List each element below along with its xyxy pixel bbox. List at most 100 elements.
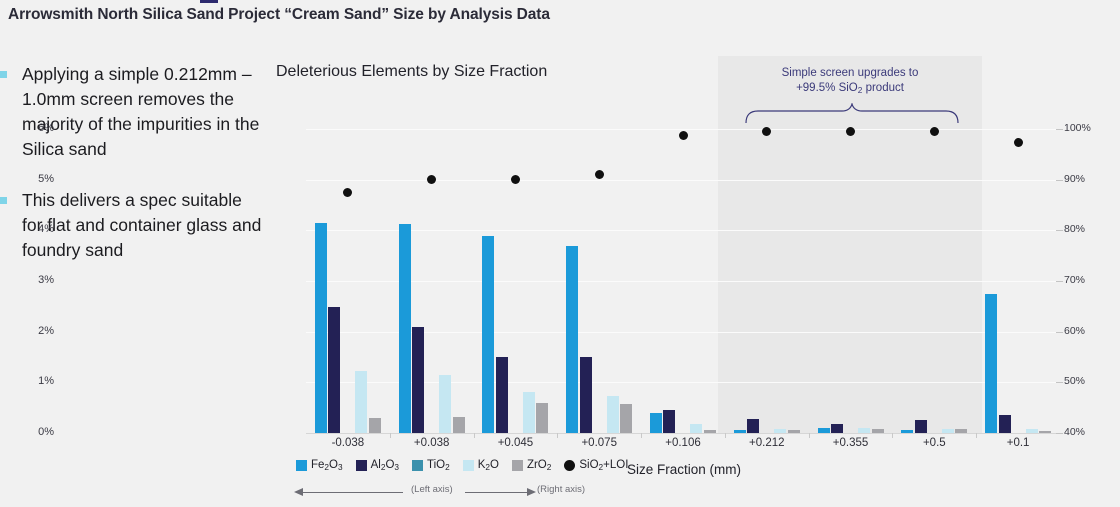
list-item: This delivers a spec suitable for flat a… [0, 188, 262, 263]
legend-item[interactable]: K2O [462, 459, 499, 472]
scatter-point-sio2-loi [510, 175, 520, 185]
y-axis-right-tick-mark [1056, 129, 1063, 130]
bar-ZrO2 [955, 429, 968, 433]
legend-item-label: SiO2+LOI [579, 459, 629, 472]
y-axis-left-tick: 1% [38, 375, 54, 388]
bar-K2O [522, 392, 535, 433]
right-arrow-head-icon [527, 488, 536, 496]
bar-Fe2O3 [901, 430, 914, 433]
chart-title: Deleterious Elements by Size Fraction [276, 63, 548, 80]
brace-icon [745, 103, 959, 124]
scatter-point-sio2-loi [929, 126, 939, 136]
x-axis-tick-label: +0.355 [832, 437, 869, 449]
gridline [306, 230, 1060, 232]
y-axis-right-tick: 50% [1064, 375, 1086, 388]
bar-K2O [355, 371, 368, 433]
chart-shaded-region [718, 56, 982, 433]
legend-item[interactable]: Al2O3 [355, 459, 399, 472]
left-axis-arrow-line [303, 492, 403, 493]
gridline [306, 281, 1060, 282]
bullet-list: Applying a simple 0.212mm – 1.0mm screen… [0, 62, 262, 289]
bar-ZrO2 [368, 417, 381, 433]
legend-item-label: TiO2 [427, 459, 450, 472]
bar-K2O [941, 429, 954, 433]
x-axis-tick-label: +0.106 [665, 437, 701, 449]
legend-swatch-icon [511, 459, 523, 471]
bar-Al2O3 [914, 420, 927, 433]
bar-Fe2O3 [733, 429, 746, 433]
x-axis-separator [473, 433, 475, 438]
x-axis-line [306, 433, 1060, 434]
y-axis-right-tick-mark [1056, 433, 1063, 434]
bar-group [390, 129, 474, 433]
legend-swatch-icon [564, 459, 576, 471]
right-axis-note: (Right axis) [537, 484, 586, 495]
legend-swatch-icon [412, 459, 423, 471]
x-axis-tick-label: +0.5 [922, 437, 946, 449]
y-axis-right-tick: 80% [1064, 223, 1086, 236]
legend-item[interactable]: Fe2O3 [296, 459, 343, 472]
bar-Fe2O3 [314, 222, 327, 433]
scatter-point-sio2-loi [1013, 138, 1023, 148]
y-axis-left-tick: 2% [38, 324, 54, 337]
chart-legend: Fe2O3 Al2O3 TiO2 K2O ZrO2 SiO2+LOI [296, 459, 628, 472]
callout-annotation: Simple screen upgrades to +99.5% SiO2 pr… [720, 66, 980, 98]
bar-group [474, 129, 558, 433]
bar-Al2O3 [495, 357, 508, 433]
y-axis-right-tick-mark [1056, 382, 1063, 384]
x-axis-separator [808, 433, 810, 438]
bar-group [641, 129, 725, 433]
legend-item-label: Al2O3 [370, 459, 399, 472]
x-axis-tick-label: +0.038 [413, 437, 450, 449]
bar-K2O [1025, 429, 1038, 433]
scatter-point-sio2-loi [762, 126, 772, 136]
legend-item[interactable]: TiO2 [412, 459, 450, 472]
y-axis-left-tick: 5% [38, 172, 54, 185]
y-axis-right-tick: 70% [1064, 274, 1086, 286]
bar-Fe2O3 [817, 427, 830, 433]
bar-group [892, 129, 976, 433]
right-axis-arrow-line [465, 492, 527, 493]
bar-group [725, 129, 809, 433]
bar-Al2O3 [663, 409, 676, 433]
scatter-point-sio2-loi [427, 175, 437, 185]
bar-group [809, 129, 893, 433]
legend-item[interactable]: ZrO2 [511, 459, 552, 472]
callout-line-1: Simple screen upgrades to [781, 67, 919, 79]
x-axis-separator [892, 433, 894, 438]
legend-swatch-icon [296, 459, 307, 471]
scatter-point-sio2-loi [678, 130, 688, 140]
x-axis-tick-label: -0.038 [331, 437, 365, 449]
bar-Al2O3 [328, 307, 341, 433]
bar-ZrO2 [452, 416, 465, 433]
x-axis-separator [724, 433, 726, 438]
y-axis-right-tick: 60% [1064, 324, 1086, 337]
y-axis-right-tick-mark [1056, 179, 1063, 181]
scatter-point-sio2-loi [343, 187, 353, 197]
bar-ZrO2 [871, 429, 884, 433]
x-axis-title: Size Fraction (mm) [627, 462, 742, 477]
bar-Fe2O3 [482, 236, 495, 433]
callout-line-2: +99.5% SiO2 product [796, 82, 904, 95]
left-arrow-head-icon [294, 488, 303, 496]
y-axis-left-tick: 6% [38, 122, 54, 134]
legend-item[interactable]: SiO2+LOI [564, 459, 628, 472]
y-axis-left-tick: 3% [38, 274, 54, 286]
bar-Fe2O3 [649, 412, 662, 433]
legend-item-label: Fe2O3 [311, 459, 343, 472]
bar-Al2O3 [747, 419, 760, 433]
legend-swatch-icon [462, 459, 474, 471]
y-axis-right-tick: 40% [1064, 426, 1086, 438]
gridline [306, 129, 1060, 130]
legend-swatch-icon [355, 459, 367, 471]
x-axis-tick-label: +0.212 [749, 437, 785, 449]
y-axis-left-tick: 4% [38, 223, 54, 236]
bullet-text: This delivers a spec suitable for flat a… [22, 190, 262, 260]
bar-Fe2O3 [398, 224, 411, 433]
x-axis-separator [389, 433, 391, 438]
bar-Al2O3 [412, 326, 425, 433]
scatter-point-sio2-loi [846, 126, 856, 136]
legend-item-label: ZrO2 [526, 459, 552, 472]
y-axis-right-tick-mark [1056, 230, 1063, 232]
